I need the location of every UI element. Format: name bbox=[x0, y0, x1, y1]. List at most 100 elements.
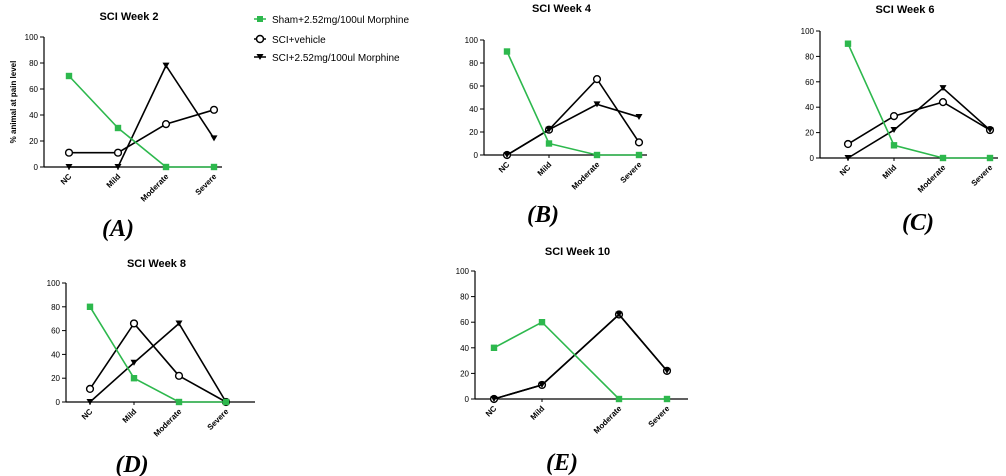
y-axis-title: % animal at pain level bbox=[9, 61, 18, 144]
data-point-circle bbox=[113, 148, 123, 157]
series-line bbox=[69, 109, 215, 154]
y-tick-label: 80 bbox=[29, 59, 38, 68]
panel-letter: (C) bbox=[902, 210, 934, 236]
data-point-square bbox=[615, 395, 623, 403]
data-point-triangle bbox=[538, 381, 546, 388]
chart-panel: SCI Week 4 0 20 40 60 80 100 NC Mild Moderate Seve… bbox=[465, 3, 647, 228]
y-tick-label: 100 bbox=[25, 33, 39, 42]
x-category-label: Severe bbox=[205, 407, 230, 432]
y-tick-label: 40 bbox=[51, 350, 60, 359]
y-tick-label: 40 bbox=[469, 105, 478, 114]
data-point-square bbox=[130, 375, 138, 382]
x-category-label: Moderate bbox=[916, 163, 948, 195]
x-category-label: Severe bbox=[618, 160, 643, 185]
y-tick-label: 100 bbox=[801, 27, 815, 36]
legend-marker-triangle bbox=[256, 54, 264, 60]
legend-label-sham: Sham+2.52mg/100ul Morphine bbox=[272, 15, 409, 26]
y-tick-label: 80 bbox=[805, 52, 814, 61]
series-line bbox=[89, 322, 227, 403]
data-point-circle bbox=[85, 384, 95, 394]
data-point-square bbox=[545, 140, 553, 147]
data-point-square bbox=[490, 344, 498, 351]
data-point-square bbox=[222, 398, 230, 406]
legend-marker-circle bbox=[255, 34, 265, 44]
data-point-square bbox=[663, 395, 671, 403]
y-tick-label: 60 bbox=[805, 78, 814, 87]
panel-letter: (B) bbox=[527, 202, 559, 228]
data-point-square bbox=[538, 319, 546, 326]
data-point-square bbox=[86, 303, 94, 310]
y-tick-label: 60 bbox=[51, 327, 60, 336]
y-tick-label: 20 bbox=[29, 137, 38, 146]
x-category-label: Moderate bbox=[139, 172, 171, 204]
legend-item-vehicle: SCI+vehicle bbox=[254, 34, 326, 46]
panel-letter: (E) bbox=[546, 450, 578, 476]
y-tick-label: 0 bbox=[810, 154, 815, 163]
data-point-triangle bbox=[890, 127, 898, 134]
chart-panel: SCI Week 8 0 20 40 60 80 100 NC Mild Moderate Seve… bbox=[47, 258, 255, 476]
chart-title: SCI Week 4 bbox=[532, 3, 592, 15]
data-point-triangle bbox=[986, 127, 994, 134]
data-point-square bbox=[503, 48, 511, 55]
series-line bbox=[493, 313, 668, 400]
y-tick-label: 0 bbox=[465, 395, 470, 404]
panel-letter: (A) bbox=[102, 216, 134, 242]
data-point-circle bbox=[161, 119, 171, 129]
y-tick-label: 80 bbox=[469, 59, 478, 68]
y-tick-label: 100 bbox=[47, 279, 61, 288]
data-point-circle bbox=[843, 139, 853, 149]
y-tick-label: 60 bbox=[460, 318, 469, 327]
data-point-circle bbox=[889, 111, 899, 121]
panel-letter: (D) bbox=[115, 452, 148, 476]
chart-title: SCI Week 6 bbox=[875, 4, 934, 16]
data-point-triangle bbox=[210, 135, 218, 142]
x-category-label: Severe bbox=[646, 404, 671, 429]
data-point-circle bbox=[592, 74, 602, 84]
y-tick-label: 20 bbox=[460, 369, 469, 378]
y-tick-label: 0 bbox=[34, 163, 39, 172]
legend: Sham+2.52mg/100ul Morphine SCI+vehicle S… bbox=[254, 15, 409, 64]
x-category-label: NC bbox=[838, 163, 853, 178]
data-point-triangle bbox=[635, 114, 643, 121]
legend-label-sci-morphine: SCI+2.52mg/100ul Morphine bbox=[272, 53, 400, 64]
y-tick-label: 0 bbox=[474, 151, 479, 160]
data-point-triangle bbox=[86, 399, 94, 405]
y-tick-label: 20 bbox=[805, 129, 814, 138]
y-tick-label: 20 bbox=[469, 128, 478, 137]
legend-item-sci-morphine: SCI+2.52mg/100ul Morphine bbox=[254, 53, 400, 64]
legend-item-sham: Sham+2.52mg/100ul Morphine bbox=[254, 15, 409, 26]
chart-panel: SCI Week 6 0 20 40 60 80 100 NC Mild Moderate Seve… bbox=[801, 4, 998, 236]
data-point-square bbox=[593, 151, 601, 159]
data-point-triangle bbox=[114, 164, 122, 170]
x-category-label: NC bbox=[497, 160, 512, 175]
data-point-triangle bbox=[844, 155, 852, 161]
y-tick-label: 100 bbox=[465, 36, 479, 45]
data-point-square bbox=[162, 163, 170, 171]
data-point-triangle bbox=[593, 101, 601, 108]
data-point-triangle bbox=[615, 311, 623, 318]
x-category-label: Moderate bbox=[592, 404, 624, 436]
legend-label-vehicle: SCI+vehicle bbox=[272, 35, 326, 46]
data-point-triangle bbox=[162, 62, 170, 69]
data-point-circle bbox=[129, 319, 139, 328]
series-line bbox=[493, 313, 668, 400]
x-category-label: Mild bbox=[105, 172, 123, 190]
x-category-label: Moderate bbox=[152, 407, 184, 439]
data-point-triangle bbox=[939, 85, 947, 92]
y-tick-label: 60 bbox=[29, 85, 38, 94]
y-tick-label: 20 bbox=[51, 374, 60, 383]
data-point-square bbox=[114, 124, 122, 132]
series-line bbox=[89, 322, 227, 403]
series-line bbox=[847, 43, 990, 159]
data-point-circle bbox=[938, 98, 948, 107]
series-line bbox=[506, 51, 639, 156]
y-tick-label: 0 bbox=[56, 398, 61, 407]
chart-title: SCI Week 8 bbox=[127, 258, 186, 270]
y-tick-label: 40 bbox=[29, 111, 38, 120]
y-tick-label: 80 bbox=[460, 293, 469, 302]
x-category-label: NC bbox=[484, 404, 499, 419]
data-point-triangle bbox=[65, 164, 73, 170]
data-point-triangle bbox=[490, 396, 498, 402]
data-point-square bbox=[890, 142, 898, 149]
data-point-triangle bbox=[503, 152, 511, 158]
